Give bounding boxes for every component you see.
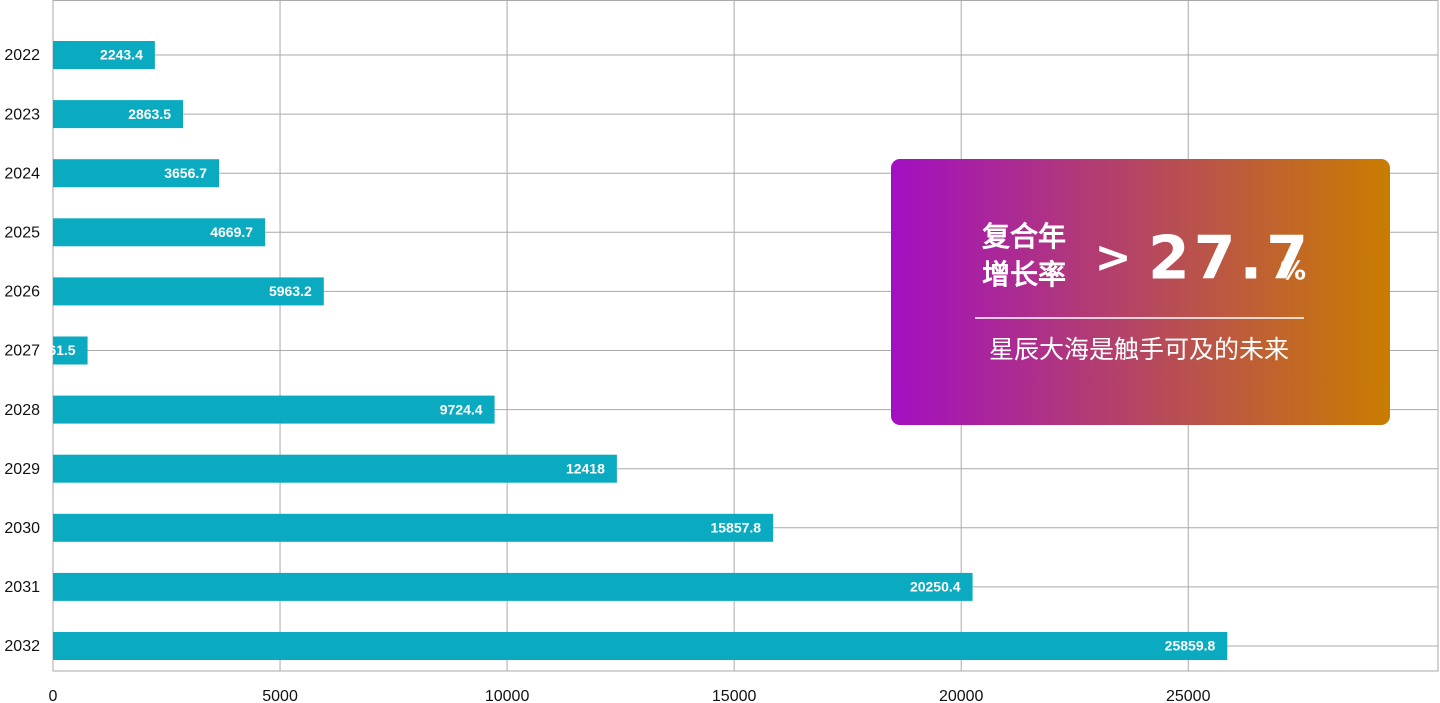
annotation-label: 增长率	[982, 258, 1066, 291]
y-tick-label: 2027	[4, 343, 40, 360]
annotation-caption: 星辰大海是触手可及的未来	[989, 335, 1289, 364]
y-tick-label: 2023	[4, 106, 40, 123]
bar	[53, 277, 324, 306]
bar	[53, 218, 266, 247]
y-tick-label: 2024	[4, 165, 40, 182]
x-tick-label: 25000	[1166, 688, 1211, 703]
data-label: 12418	[566, 460, 605, 476]
annotation-value: 27.7	[1148, 224, 1312, 294]
bar	[53, 395, 495, 424]
annotation-unit: %	[1280, 257, 1306, 287]
y-tick-label: 2026	[4, 284, 40, 301]
y-tick-label: 2032	[4, 638, 40, 655]
y-tick-label: 2031	[4, 579, 40, 596]
bar	[53, 100, 184, 129]
data-label: 3656.7	[164, 165, 207, 181]
annotation: 复合年 增长率 > 27.7 % 星辰大海是触手可及的未来	[891, 159, 1390, 425]
y-tick-label: 2025	[4, 225, 40, 242]
bar	[53, 41, 155, 69]
x-tick-label: 10000	[485, 688, 530, 703]
annotation-label: 复合年	[982, 220, 1066, 253]
x-tick-label: 5000	[262, 688, 298, 703]
data-label: 5963.2	[269, 283, 312, 299]
annotation-box	[891, 159, 1390, 425]
x-tick-label: 0	[49, 688, 58, 703]
bar	[53, 572, 973, 601]
data-label: 2863.5	[128, 106, 171, 122]
annotation-comparator: >	[1095, 232, 1132, 283]
x-tick-label: 15000	[712, 688, 757, 703]
y-tick-label: 2028	[4, 402, 40, 419]
data-label: 15857.8	[710, 520, 761, 536]
data-label: 761.5	[41, 342, 76, 358]
data-label: 2243.4	[100, 47, 143, 63]
data-label: 4669.7	[210, 224, 253, 240]
y-tick-label: 2022	[4, 47, 40, 64]
bar	[53, 159, 220, 188]
data-label: 9724.4	[440, 401, 483, 417]
bar	[53, 454, 617, 483]
bar	[53, 513, 774, 542]
x-tick-label: 20000	[939, 688, 984, 703]
y-tick-label: 2030	[4, 520, 40, 537]
data-label: 20250.4	[910, 579, 961, 595]
bar	[53, 632, 1228, 660]
data-label: 25859.8	[1165, 638, 1216, 654]
bar	[53, 336, 88, 365]
y-tick-label: 2029	[4, 461, 40, 478]
